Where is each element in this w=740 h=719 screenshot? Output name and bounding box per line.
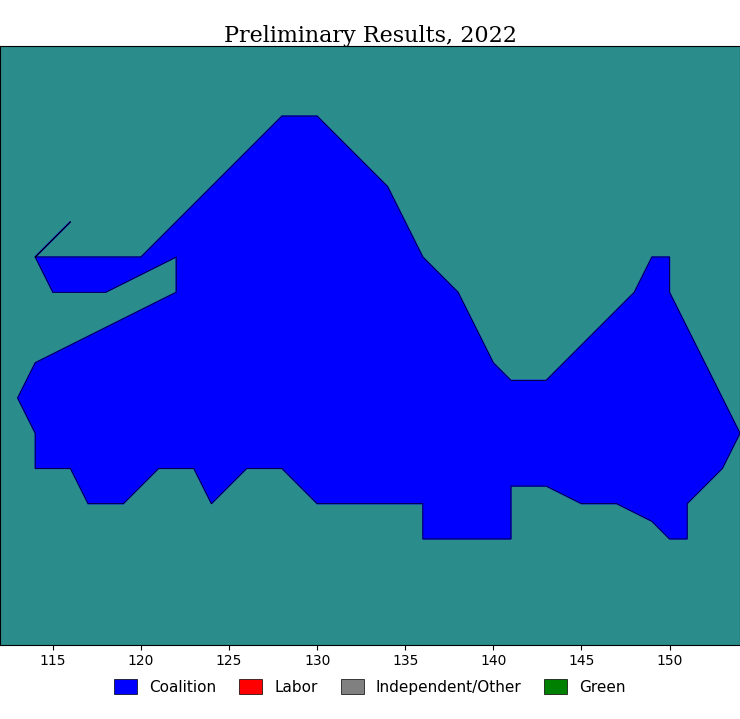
Polygon shape — [18, 116, 740, 539]
Legend: Coalition, Labor, Independent/Other, Green: Coalition, Labor, Independent/Other, Gre… — [108, 672, 632, 701]
Text: Preliminary Results, 2022: Preliminary Results, 2022 — [223, 25, 517, 47]
